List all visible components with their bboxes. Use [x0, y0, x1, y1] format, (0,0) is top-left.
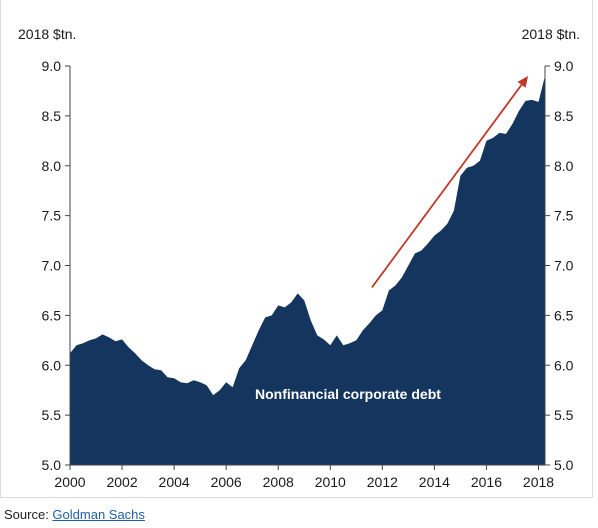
chart: 2018 $tn. 2018 $tn. 5.0 5.0 5.5 5.5 6.0 6.0 6.…	[18, 26, 580, 490]
y-tick-label-right: 5.5	[554, 407, 574, 423]
source-link[interactable]: Goldman Sachs	[52, 507, 145, 522]
chart-frame	[0, 0, 593, 498]
y-tick-label-left: 9.0	[42, 58, 62, 74]
y-tick-label-left: 8.5	[42, 108, 62, 124]
y-tick-label-left: 5.5	[42, 407, 62, 423]
y-tick-label-left: 7.0	[42, 258, 62, 274]
y-axis-unit-right: 2018 $tn.	[522, 26, 580, 42]
y-tick-label-right: 8.0	[554, 158, 574, 174]
y-tick-label-right: 9.0	[554, 58, 574, 74]
y-tick-label-right: 6.5	[554, 307, 574, 323]
y-axis-unit-left: 2018 $tn.	[18, 26, 76, 42]
x-tick-label: 2002	[106, 474, 137, 490]
x-tick-label: 2012	[367, 474, 398, 490]
y-tick-label-left: 7.5	[42, 208, 62, 224]
x-tick-label: 2004	[159, 474, 190, 490]
trend-arrow-line	[371, 84, 523, 288]
y-tick-label-left: 6.0	[42, 357, 62, 373]
y-tick-label-left: 5.0	[42, 457, 62, 473]
y-tick-label-left: 8.0	[42, 158, 62, 174]
y-tick-label-left: 6.5	[42, 307, 62, 323]
series-annotation: Nonfinancial corporate debt	[255, 386, 441, 402]
area-series	[70, 75, 545, 465]
x-tick-label: 2008	[263, 474, 294, 490]
x-tick-label: 2018	[523, 474, 554, 490]
x-tick-label: 2000	[54, 474, 85, 490]
source-line: Source: Goldman Sachs	[4, 507, 145, 522]
x-tick-label: 2016	[471, 474, 502, 490]
y-tick-label-right: 6.0	[554, 357, 574, 373]
y-tick-label-right: 5.0	[554, 457, 574, 473]
trend-arrow-head	[517, 75, 529, 88]
y-tick-label-right: 7.5	[554, 208, 574, 224]
y-tick-label-right: 8.5	[554, 108, 574, 124]
source-label: Source:	[4, 507, 53, 522]
x-tick-label: 2010	[315, 474, 346, 490]
y-tick-label-right: 7.0	[554, 258, 574, 274]
x-tick-label: 2006	[211, 474, 242, 490]
plot-area: 5.0 5.0 5.5 5.5 6.0 6.0 6.5 6.5 7.0 7.0 7.5 7.5 8.0 8…	[42, 58, 574, 490]
x-tick-label: 2014	[419, 474, 450, 490]
